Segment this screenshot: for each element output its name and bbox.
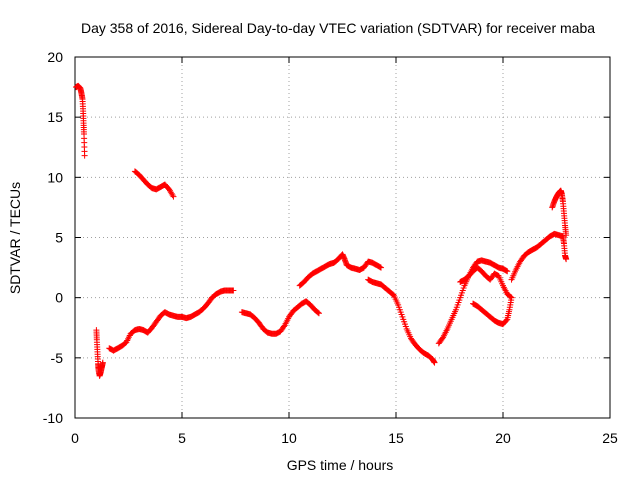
y-tick-label: 5	[55, 230, 63, 246]
x-tick-label: 25	[602, 430, 618, 446]
data-point	[99, 359, 106, 366]
data-series	[73, 82, 88, 159]
data-series	[457, 264, 515, 301]
data-series	[365, 276, 438, 366]
data-point	[315, 309, 322, 316]
data-series	[106, 287, 237, 354]
chart-title: Day 358 of 2016, Sidereal Day-to-day VTE…	[81, 20, 595, 36]
x-tick-label: 0	[71, 430, 79, 446]
y-tick-label: 0	[55, 290, 63, 306]
x-tick-label: 10	[281, 430, 297, 446]
y-tick-label: 20	[47, 49, 63, 65]
data-point	[81, 152, 88, 159]
data-point	[504, 268, 511, 275]
data-point	[170, 193, 177, 200]
data-point	[230, 287, 237, 294]
data-series	[508, 230, 570, 283]
x-tick-label: 15	[388, 430, 404, 446]
data-point	[378, 264, 385, 271]
data-series	[238, 298, 322, 337]
x-tick-label: 5	[178, 430, 186, 446]
y-axis-label: SDTVAR / TECUs	[7, 182, 23, 294]
x-tick-label: 20	[495, 430, 511, 446]
x-axis-label: GPS time / hours	[287, 457, 394, 473]
data-series	[131, 168, 177, 200]
data-series	[470, 294, 515, 328]
y-tick-label: -10	[43, 410, 63, 426]
data-series	[549, 187, 570, 239]
data-point	[563, 256, 570, 263]
tick-layer: 0 5 10 15 20 25 -10 -5 0 5 10 15 20	[43, 49, 618, 446]
data-series	[296, 251, 385, 289]
y-tick-label: 15	[47, 109, 63, 125]
data-point	[431, 359, 438, 366]
data-series	[93, 327, 106, 379]
data-point	[315, 310, 322, 317]
data-point	[503, 317, 510, 324]
data-point	[508, 294, 515, 301]
grid-layer	[75, 57, 610, 418]
data-markers	[73, 82, 570, 379]
data-point	[563, 232, 570, 239]
y-tick-label: 10	[47, 169, 63, 185]
data-point	[169, 192, 176, 199]
y-tick-label: -5	[51, 350, 64, 366]
